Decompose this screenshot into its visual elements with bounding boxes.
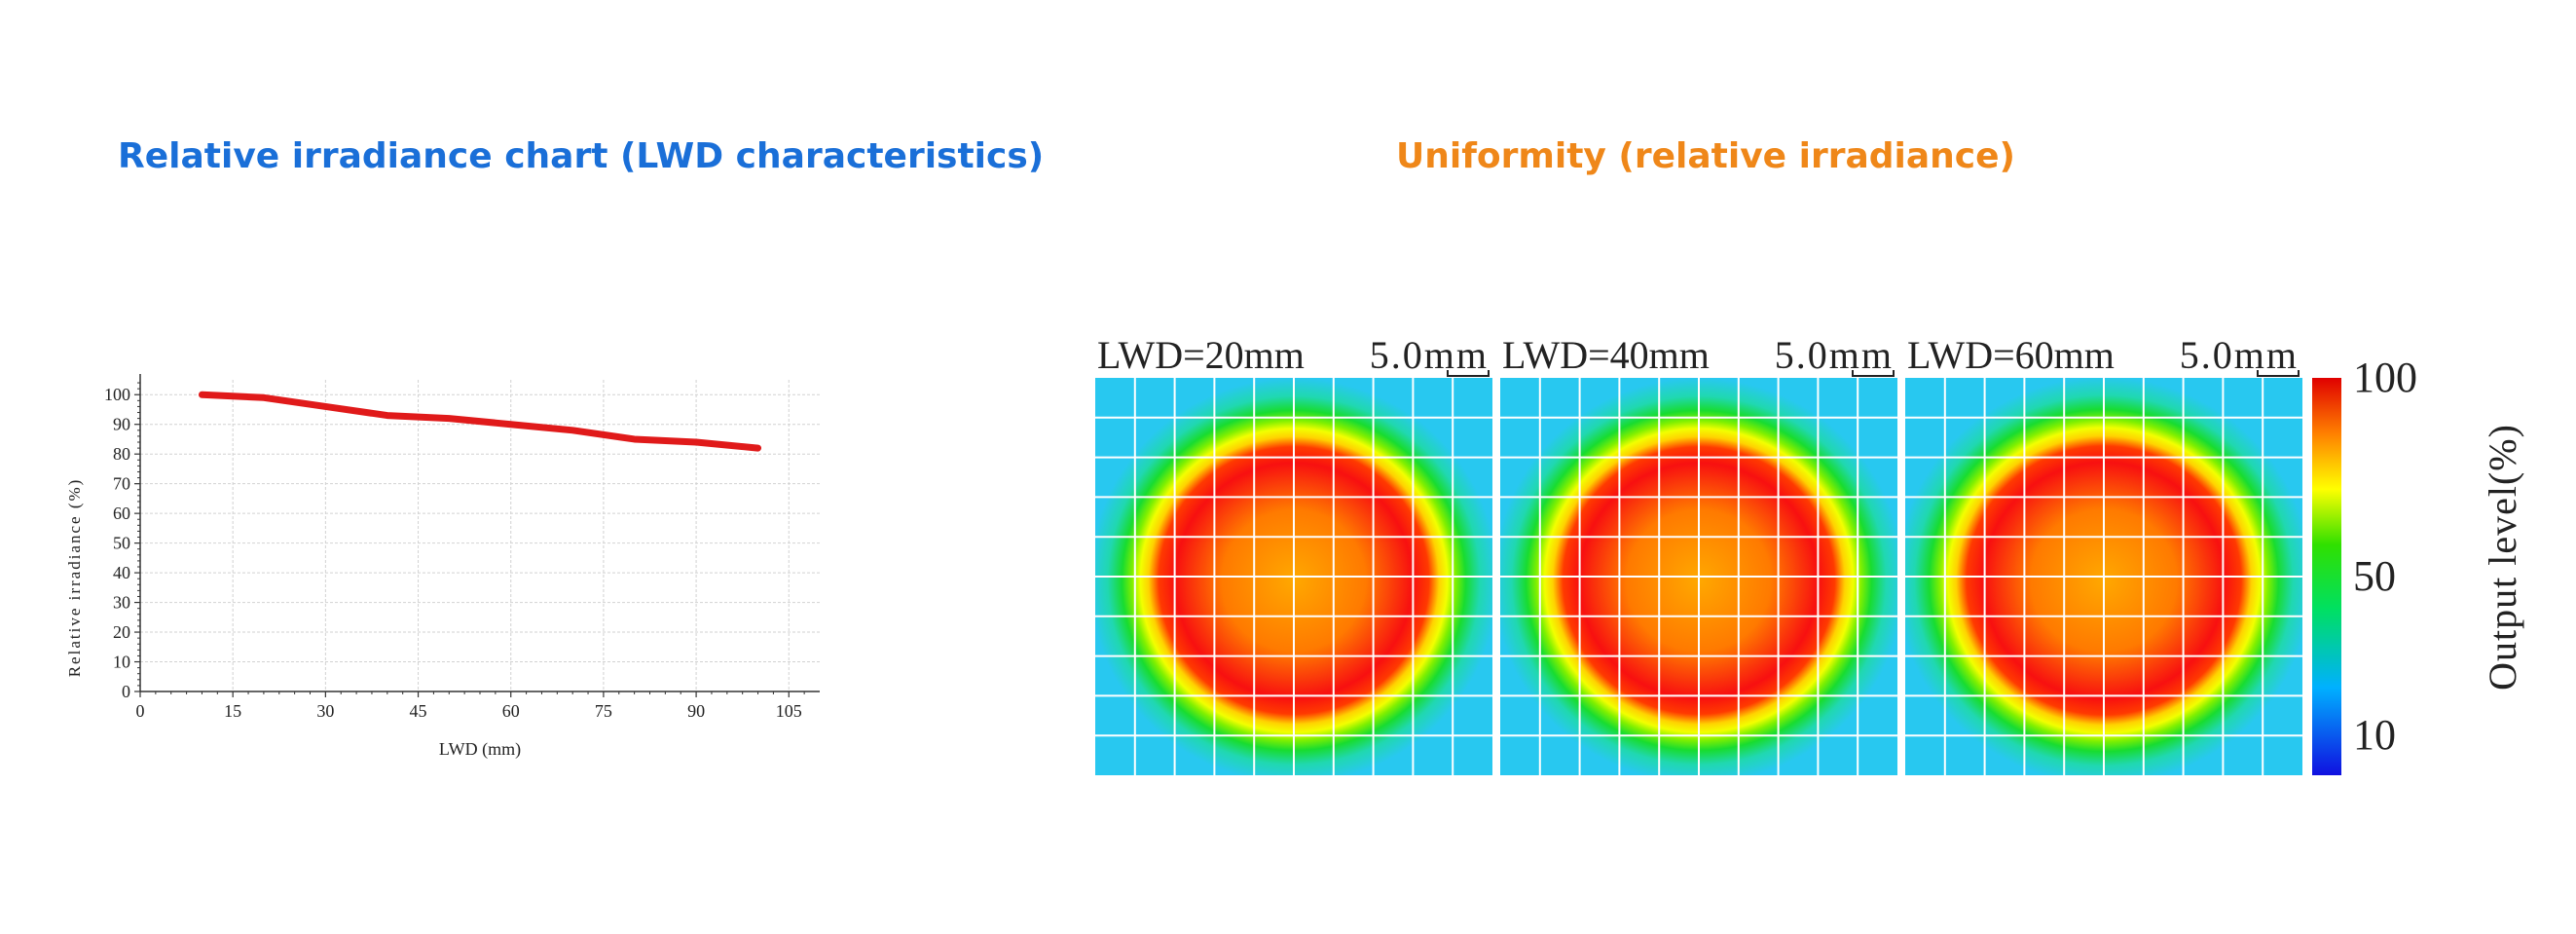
data-point [694, 440, 699, 444]
x-tick-label: 75 [595, 701, 612, 721]
data-point [323, 404, 328, 409]
data-point [200, 392, 204, 397]
y-tick-label: 100 [104, 385, 130, 404]
data-point [447, 416, 452, 421]
colorbar-tick-label: 100 [2353, 354, 2417, 401]
series-line [198, 391, 762, 452]
x-tick-label: 45 [410, 701, 427, 721]
data-point [385, 413, 389, 418]
panel-scale-label: 5.0mm [1370, 333, 1489, 377]
scale-bar [1852, 370, 1895, 377]
panel-scale-label: 5.0mm [1775, 333, 1894, 377]
colorbar-tick-label: 50 [2353, 552, 2396, 600]
panel-lwd-label: LWD=40mm [1502, 333, 1710, 377]
colorbar-tick-label: 10 [2353, 711, 2396, 759]
y-tick-label: 10 [113, 653, 130, 672]
y-tick-label: 70 [113, 474, 130, 494]
data-point [261, 395, 266, 400]
data-point [570, 428, 575, 432]
heatmap-panels: LWD=20mm 5.0mm LWD=40mm 5.0mm LWD=60mm 5.0mm [1095, 333, 2302, 775]
uniformity-title: Uniformity (relative irradiance) [1396, 136, 2016, 176]
data-point [755, 446, 760, 451]
y-axis-label: Relative irradiance (%) [65, 478, 84, 678]
colorbar-scale [2312, 378, 2341, 775]
y-tick-label: 20 [113, 622, 130, 642]
x-tick-label: 60 [502, 701, 520, 721]
y-tick-label: 90 [113, 415, 130, 434]
y-tick-label: 80 [113, 444, 130, 464]
heatmap-panel: LWD=60mm 5.0mm [1905, 333, 2302, 775]
x-axis-ticks: 0 15 30 45 60 75 90 105 [136, 691, 805, 721]
y-axis-ticks: 0 10 20 30 40 50 60 70 80 90 100 [104, 382, 140, 701]
y-tick-label: 0 [122, 682, 130, 701]
chart-series [198, 391, 762, 452]
x-tick-label: 90 [687, 701, 705, 721]
x-tick-label: 105 [776, 701, 802, 721]
y-tick-label: 40 [113, 563, 130, 582]
heatmap-panel: LWD=20mm 5.0mm [1095, 333, 1492, 775]
y-tick-label: 50 [113, 534, 130, 553]
relative-irradiance-line-chart: 0 15 30 45 60 75 90 105 0102030405060708090100 … [58, 365, 837, 774]
panel-lwd-label: LWD=20mm [1097, 333, 1305, 377]
uniformity-heatmaps: LWD=20mm 5.0mm LWD=40mm 5.0mm LWD=60mm 5.0mm … [1095, 333, 2524, 775]
relative-irradiance-title: Relative irradiance chart (LWD character… [118, 136, 1045, 176]
x-tick-label: 0 [136, 701, 145, 721]
heatmap-panel: LWD=40mm 5.0mm [1500, 333, 1897, 775]
x-axis-label: LWD (mm) [439, 739, 521, 760]
scale-bar [1447, 370, 1490, 377]
panel-lwd-label: LWD=60mm [1907, 333, 2115, 377]
colorbar-label: Output level(%) [2481, 424, 2524, 691]
x-tick-label: 30 [316, 701, 334, 721]
panel-scale-label: 5.0mm [2180, 333, 2299, 377]
y-tick-label: 60 [113, 504, 130, 523]
scale-bar [2257, 370, 2300, 377]
x-tick-label: 15 [224, 701, 241, 721]
colorbar: 100 50 10 [2312, 354, 2417, 775]
data-point [632, 436, 637, 441]
y-tick-label: 30 [113, 593, 130, 613]
data-point [508, 422, 513, 427]
